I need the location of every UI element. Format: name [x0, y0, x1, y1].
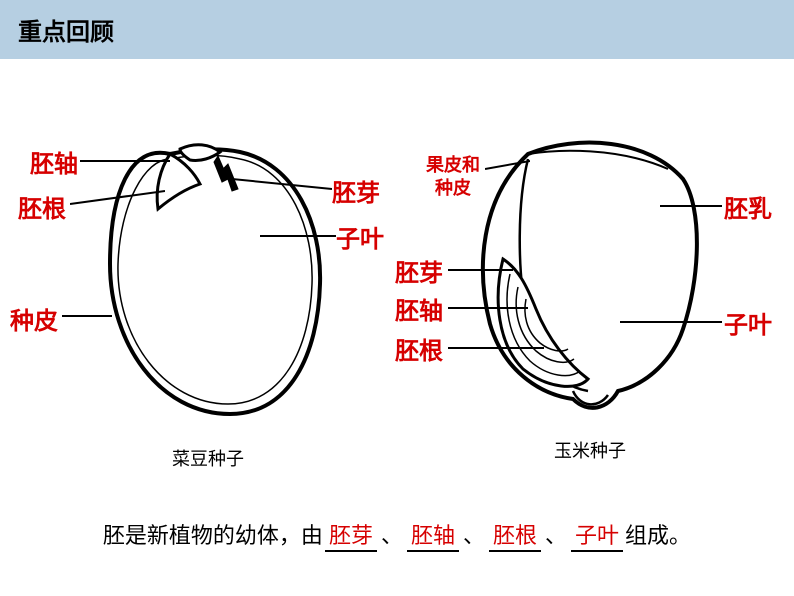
slide-title: 重点回顾	[18, 19, 114, 46]
fill-peiya: 胚芽	[325, 518, 377, 552]
sentence-prefix: 胚是新植物的幼体，由	[103, 518, 323, 550]
bean-caption: 菜豆种子	[172, 445, 244, 471]
sep-3: 、	[543, 518, 569, 550]
corn-label-guopi-l2: 种皮	[435, 174, 471, 200]
corn-label-peizhou: 胚轴	[395, 291, 443, 326]
bean-label-ziye: 子叶	[336, 219, 384, 254]
diagram-area: 胚轴 胚根 种皮 胚芽 子叶 菜豆种子 果皮和 种皮 胚芽 胚轴 胚根 胚乳 子…	[0, 59, 794, 489]
bean-label-peigen: 胚根	[18, 189, 66, 224]
bean-label-zhongpi: 种皮	[10, 301, 58, 336]
sep-1: 、	[379, 518, 405, 550]
sentence-suffix: 组成。	[625, 518, 691, 550]
slide-header: 重点回顾	[0, 0, 794, 59]
bean-label-peiya: 胚芽	[332, 173, 380, 208]
sep-2: 、	[461, 518, 487, 550]
corn-label-peigen: 胚根	[395, 331, 443, 366]
corn-seed-illustration	[468, 129, 708, 419]
corn-label-peiya: 胚芽	[395, 253, 443, 288]
bean-label-peizhou: 胚轴	[30, 144, 78, 179]
corn-label-ziye: 子叶	[724, 305, 772, 340]
fill-peigen: 胚根	[489, 518, 541, 552]
summary-sentence: 胚是新植物的幼体，由 胚芽 、 胚轴 、 胚根 、 子叶 组成。	[0, 518, 794, 552]
fill-ziye: 子叶	[571, 518, 623, 552]
corn-label-peiru: 胚乳	[724, 189, 772, 224]
corn-caption: 玉米种子	[554, 437, 626, 463]
fill-peizhou: 胚轴	[407, 518, 459, 552]
bean-seed-illustration	[100, 134, 330, 434]
